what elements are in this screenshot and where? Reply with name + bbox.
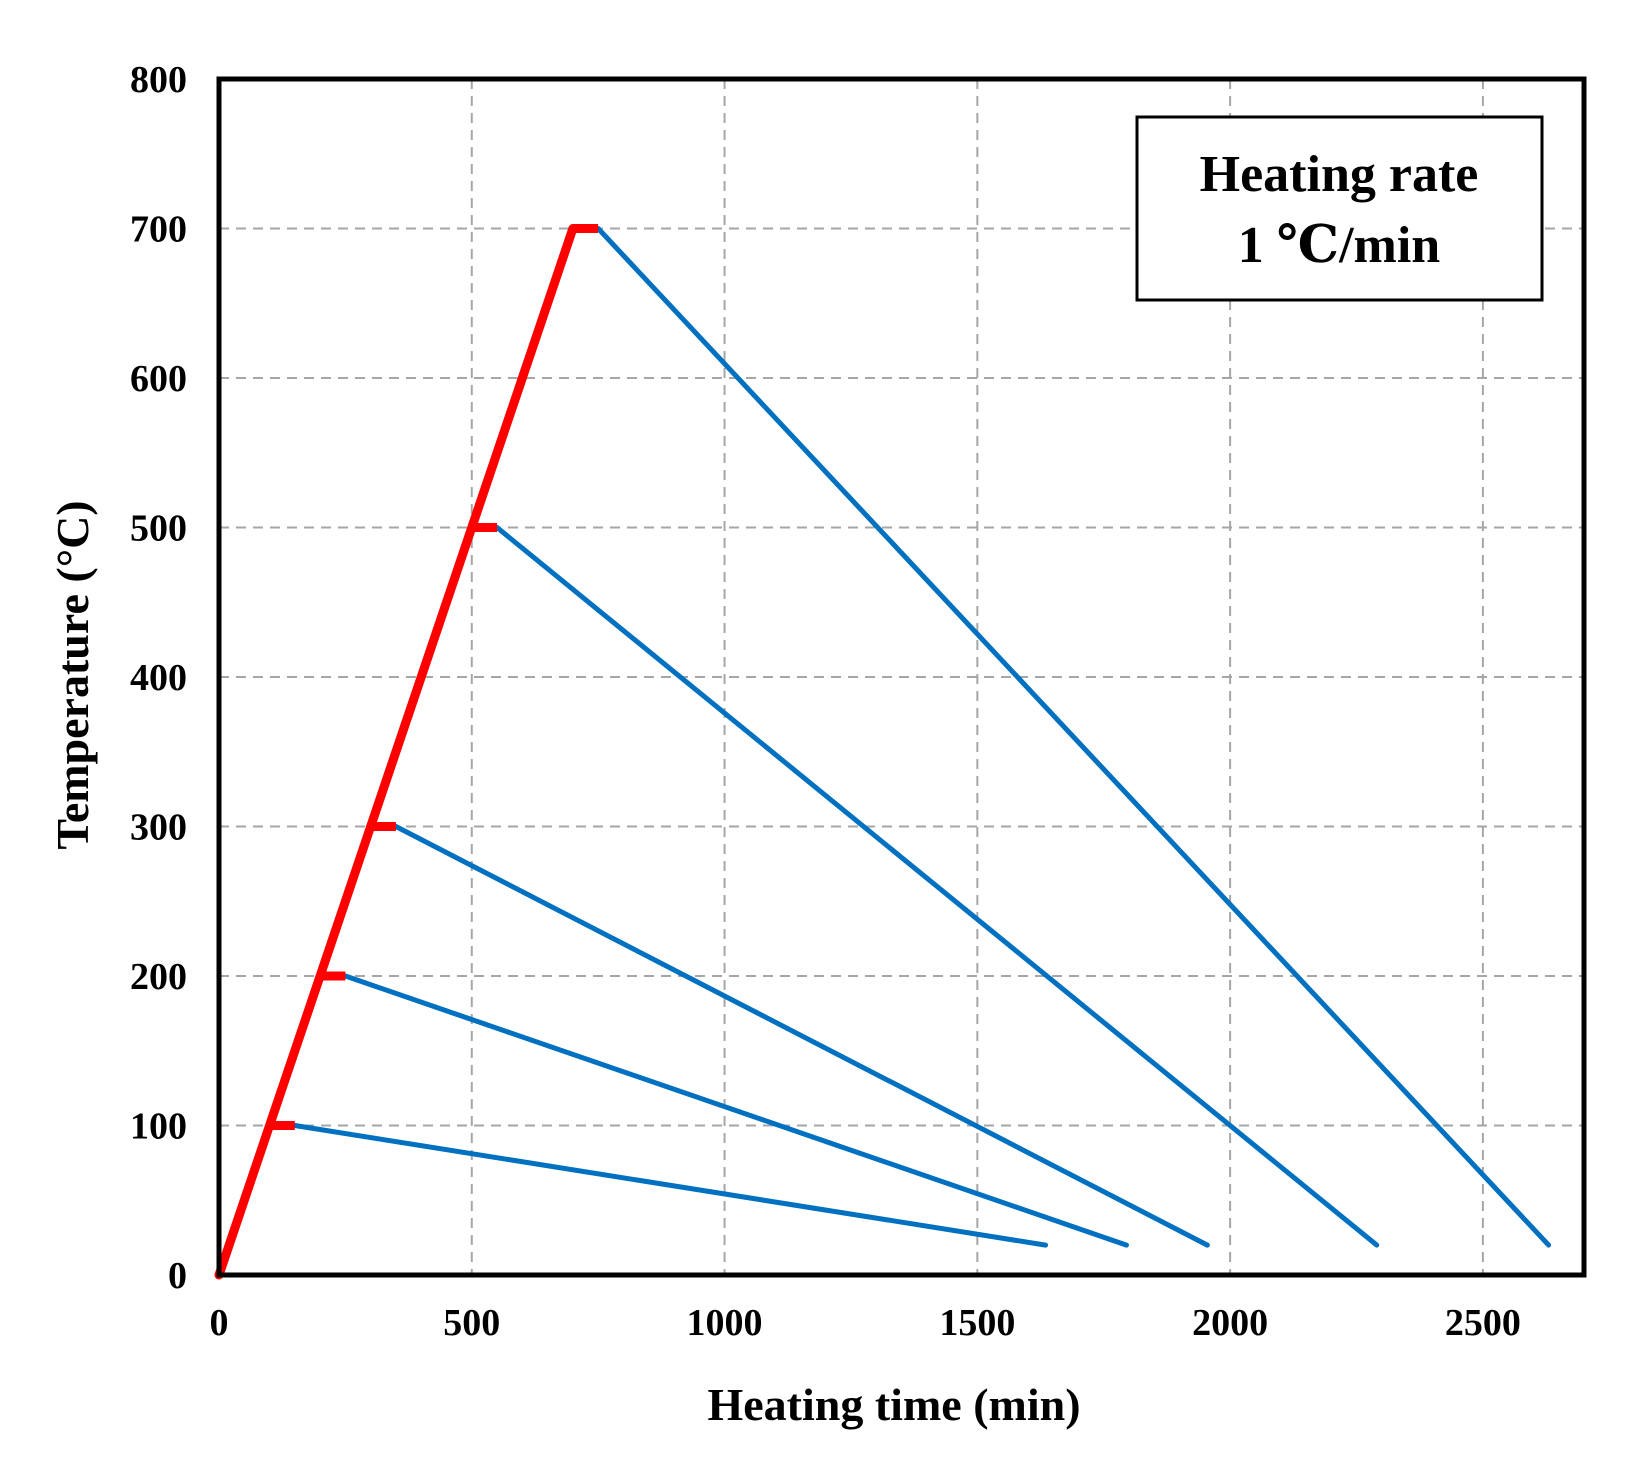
heating-line — [214, 224, 578, 1280]
cooling-line — [342, 973, 1129, 1248]
y-tick-label: 500 — [130, 508, 187, 550]
legend-line-2: 1 ℃/min — [1238, 217, 1441, 274]
x-axis-title: Heating time (min) — [707, 1379, 1080, 1430]
cooling-line — [494, 525, 1380, 1248]
y-axis-title: Temperature (°C) — [47, 500, 98, 849]
legend-frame — [1135, 115, 1544, 302]
x-tick-label: 1000 — [687, 1302, 763, 1344]
y-tick-label: 800 — [130, 59, 187, 101]
x-tick-label: 0 — [210, 1302, 229, 1344]
x-tick-label: 2000 — [1192, 1302, 1268, 1344]
plot-frame — [216, 76, 1587, 1278]
cooling-line — [393, 824, 1210, 1248]
tick-labels: 0 100 200 300 400 500 600 700 800 0 500 1000 1500 200… — [130, 59, 1521, 1344]
y-tick-label: 200 — [130, 956, 187, 998]
legend-box: Heating rate 1 ℃/min — [1135, 115, 1544, 302]
y-tick-label: 600 — [130, 358, 187, 400]
cooling-line — [292, 1123, 1049, 1248]
y-tick-label: 100 — [130, 1106, 187, 1148]
y-tick-label: 700 — [130, 209, 187, 251]
x-tick-label: 2500 — [1445, 1302, 1521, 1344]
series — [214, 224, 1552, 1280]
y-tick-label: 300 — [130, 807, 187, 849]
y-tick-label: 0 — [168, 1255, 187, 1297]
cooling-line — [595, 226, 1552, 1248]
y-tick-label: 400 — [130, 657, 187, 699]
grid — [219, 79, 1584, 1275]
x-tick-label: 500 — [443, 1302, 500, 1344]
legend-line-1: Heating rate — [1200, 146, 1479, 203]
x-tick-label: 1500 — [939, 1302, 1015, 1344]
